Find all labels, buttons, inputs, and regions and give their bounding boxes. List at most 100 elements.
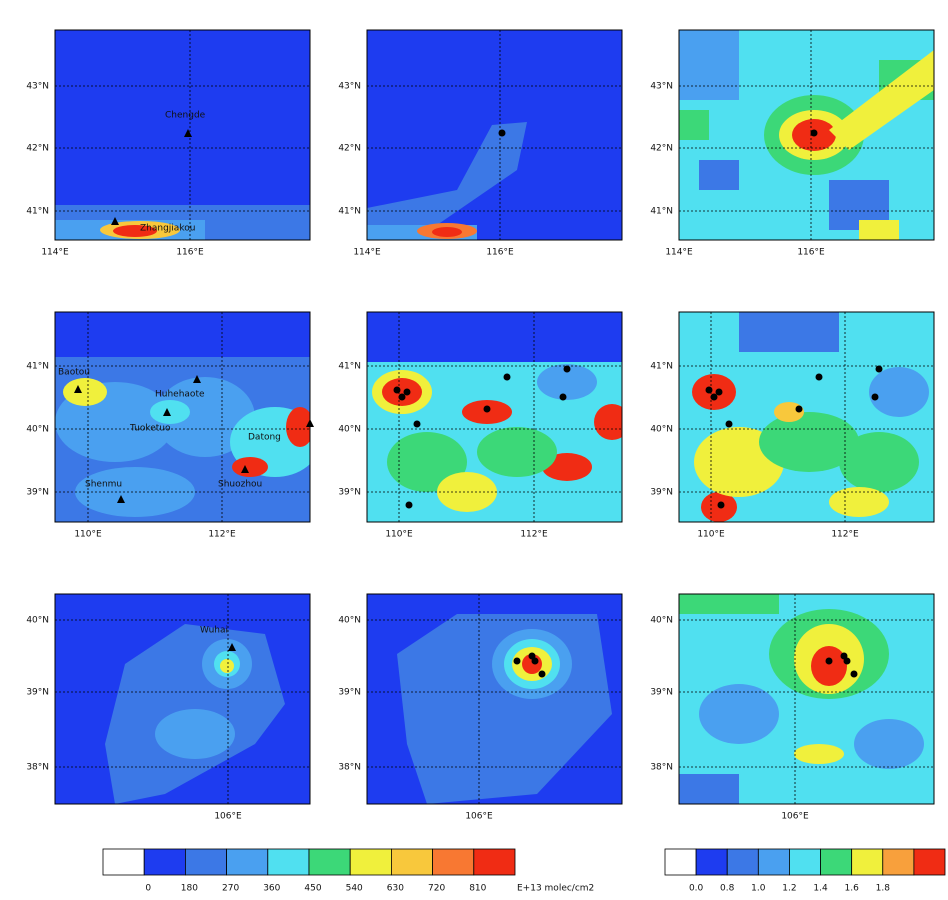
field-patch xyxy=(794,744,844,764)
site-dot xyxy=(843,657,851,665)
field-patch xyxy=(150,400,190,424)
field-patch xyxy=(432,227,462,237)
colorbar-label: 270 xyxy=(222,884,239,894)
field xyxy=(367,312,622,522)
lat-label: 43°N xyxy=(338,82,361,92)
lat-label: 40°N xyxy=(650,616,673,626)
colorbar-box xyxy=(820,848,853,876)
colorbar-box xyxy=(102,848,145,876)
site-dot xyxy=(871,393,879,401)
lon-label: 114°E xyxy=(41,248,69,258)
map-panel: 43°N 42°N 41°N 114°E 116°E xyxy=(338,29,623,258)
panel-frame xyxy=(678,311,935,523)
lat-label: 41°N xyxy=(26,207,49,217)
colorbar-box xyxy=(695,848,728,876)
field-patch xyxy=(155,709,235,759)
lon-label: 106°E xyxy=(465,812,493,822)
site-dot xyxy=(563,365,571,373)
field-patch xyxy=(155,377,255,457)
place-marker xyxy=(117,495,125,503)
field-patch xyxy=(537,364,597,400)
colorbar-box xyxy=(882,848,915,876)
colorbar-label: 0.0 xyxy=(689,884,704,894)
colorbar-box xyxy=(913,848,946,876)
map-panel: 43°N 42°N 41°N 114°E 116°E Chengde Zhangjiakou xyxy=(26,29,311,258)
lon-label: 116°E xyxy=(176,248,204,258)
panel-frame xyxy=(54,311,311,523)
lat-label: 39°N xyxy=(26,688,49,698)
lat-label: 40°N xyxy=(338,425,361,435)
lon-label: 116°E xyxy=(797,248,825,258)
lon-label: 116°E xyxy=(486,248,514,258)
map-panel: 41°N 40°N 39°N 110°E 112°E xyxy=(650,311,935,540)
lon-label: 112°E xyxy=(520,530,548,540)
panel-frame xyxy=(366,29,623,241)
place-label: Zhangjiakou xyxy=(140,224,195,234)
place-marker xyxy=(228,643,236,651)
panel-frame xyxy=(678,29,935,241)
colorbar-label: 630 xyxy=(387,884,404,894)
field-patch xyxy=(220,659,234,673)
map-panel: 41°N 40°N 39°N 110°E 112°E xyxy=(338,311,623,540)
site-dot xyxy=(725,420,733,428)
lat-label: 40°N xyxy=(650,425,673,435)
place-label: Chengde xyxy=(165,111,206,121)
site-dot xyxy=(705,386,713,394)
panel-frame xyxy=(366,311,623,523)
site-dot xyxy=(403,388,411,396)
field-patch xyxy=(113,225,157,237)
lon-label: 112°E xyxy=(208,530,236,540)
field-patch xyxy=(63,378,107,406)
lat-label: 43°N xyxy=(26,82,49,92)
lat-label: 39°N xyxy=(650,488,673,498)
place-marker xyxy=(184,129,192,137)
lat-label: 41°N xyxy=(26,362,49,372)
lat-label: 41°N xyxy=(338,362,361,372)
lat-label: 43°N xyxy=(650,82,673,92)
place-label: Huhehaote xyxy=(155,390,205,400)
field-patch xyxy=(679,594,779,614)
colorbar-box xyxy=(851,848,884,876)
colorbar-label: 1.2 xyxy=(782,884,796,894)
panel-frame xyxy=(54,593,311,805)
lat-label: 39°N xyxy=(26,488,49,498)
place-marker xyxy=(74,385,82,393)
colorbar-box xyxy=(143,848,186,876)
place-label: Wuhai xyxy=(200,626,228,636)
lat-label: 38°N xyxy=(650,763,673,773)
site-dot xyxy=(538,670,546,678)
site-dot xyxy=(815,373,823,381)
lon-label: 114°E xyxy=(353,248,381,258)
lon-label: 110°E xyxy=(697,530,725,540)
colorbar-box xyxy=(664,848,697,876)
colorbar-box xyxy=(432,848,475,876)
colorbar-label: 0 xyxy=(145,884,151,894)
colorbar-box xyxy=(789,848,821,876)
lat-label: 42°N xyxy=(338,144,361,154)
lat-label: 41°N xyxy=(650,362,673,372)
lat-label: 40°N xyxy=(338,616,361,626)
site-dot xyxy=(413,420,421,428)
lat-label: 38°N xyxy=(26,763,49,773)
colorbar-label: 1.0 xyxy=(751,884,766,894)
field-patch xyxy=(869,367,929,417)
field xyxy=(55,312,310,522)
place-label: Baotou xyxy=(58,368,90,378)
site-dot xyxy=(559,393,567,401)
map-panel: 40°N 39°N 38°N 106°E Wuhai xyxy=(26,593,311,822)
field-patch xyxy=(679,110,709,140)
field-patch xyxy=(739,312,839,352)
place-label: Datong xyxy=(248,433,281,443)
field-patch xyxy=(367,312,622,362)
site-dot xyxy=(715,388,723,396)
lat-label: 41°N xyxy=(338,207,361,217)
site-dot xyxy=(398,393,406,401)
site-dot xyxy=(850,670,858,678)
field-patch xyxy=(679,30,739,100)
lon-label: 112°E xyxy=(831,530,859,540)
field-patch xyxy=(839,432,919,492)
site-dot xyxy=(503,373,511,381)
colorbar-box xyxy=(308,848,351,876)
colorbar-label: 810 xyxy=(469,884,486,894)
